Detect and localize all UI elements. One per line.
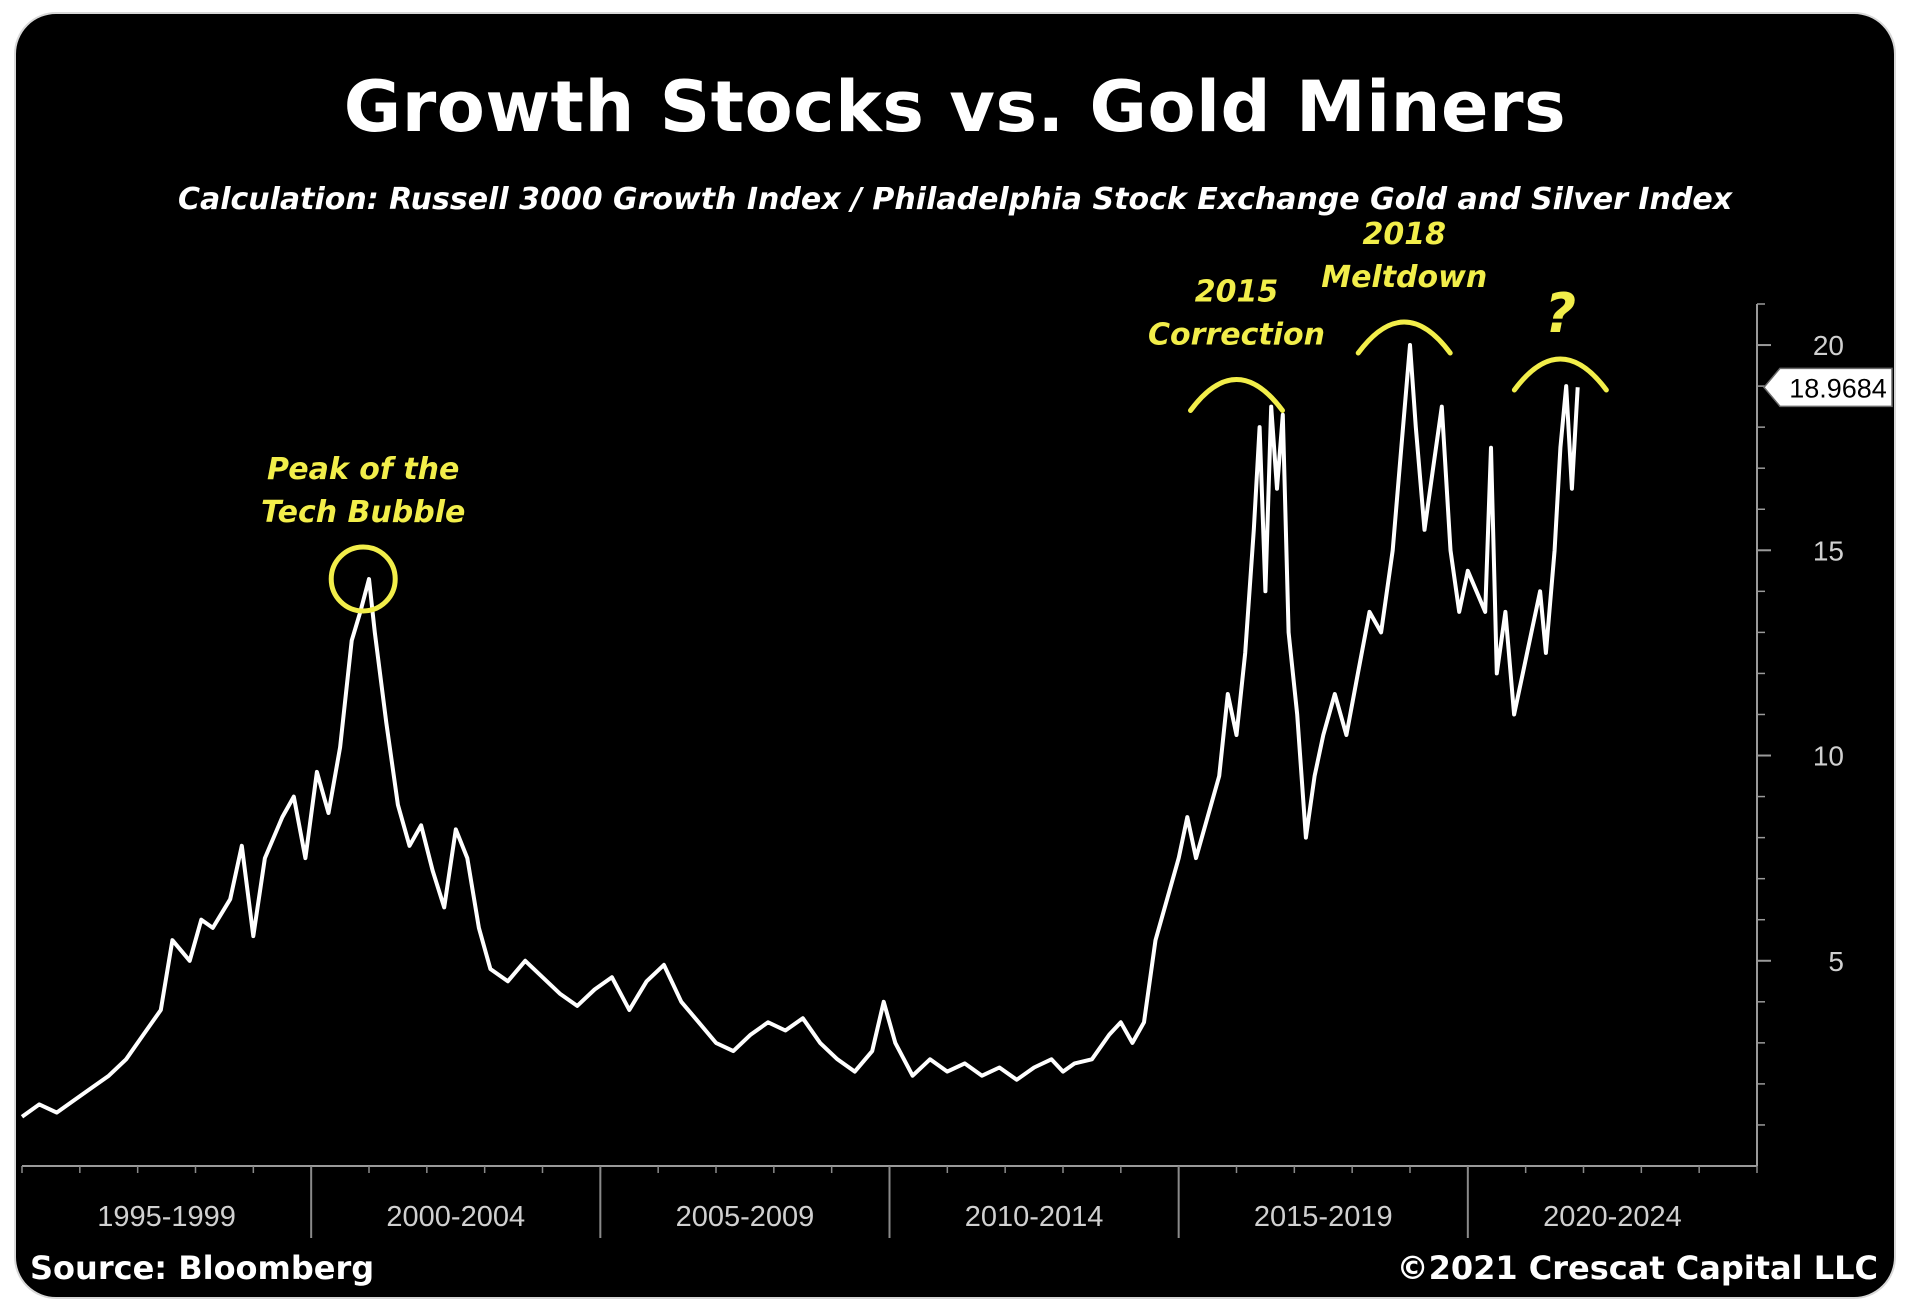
- annotation-arc: [1511, 356, 1609, 393]
- last-value-box: [1763, 367, 1893, 408]
- x-tick-label: 2015-2019: [1254, 1201, 1393, 1233]
- series-line: [20, 343, 1580, 1119]
- annotation-label: Correction: [1148, 318, 1325, 353]
- y-tick-label: 20: [1813, 330, 1844, 361]
- x-tick-label: 2005-2009: [676, 1201, 815, 1233]
- annotation-circle: [328, 544, 398, 614]
- x-tick-label: 1995-1999: [97, 1201, 236, 1233]
- chart-title: Growth Stocks vs. Gold Miners: [343, 66, 1567, 148]
- last-value-label: 18.9684: [1789, 373, 1887, 403]
- annotation-arc: [1188, 377, 1285, 414]
- x-tick-label: 2010-2014: [965, 1201, 1104, 1233]
- line-chart: 5 10 15 20 1995-1999 2000-2004 2005-2009 2010-2…: [20, 217, 1893, 1238]
- annotation-label: Peak of the: [267, 452, 459, 487]
- y-tick-label: 15: [1813, 535, 1844, 566]
- annotation-label: Tech Bubble: [261, 495, 465, 530]
- annotation-label: 2018: [1362, 217, 1446, 252]
- chart-frame: Growth Stocks vs. Gold Miners Calculatio…: [14, 12, 1896, 1299]
- annotation-label: 2015: [1195, 275, 1279, 310]
- copyright-note: ©2021 Crescat Capital LLC: [1396, 1249, 1878, 1287]
- x-tick-label: 2000-2004: [386, 1201, 525, 1233]
- source-note: Source: Bloomberg: [30, 1249, 375, 1287]
- annotation-label: Meltdown: [1321, 260, 1487, 295]
- annotation-label: ?: [1545, 282, 1576, 345]
- x-tick-label: 2020-2024: [1543, 1201, 1682, 1233]
- y-tick-label: 10: [1813, 741, 1844, 772]
- y-tick-label: 5: [1828, 946, 1844, 977]
- annotation-arc: [1355, 319, 1453, 356]
- chart-subtitle: Calculation: Russell 3000 Growth Index /…: [177, 182, 1733, 217]
